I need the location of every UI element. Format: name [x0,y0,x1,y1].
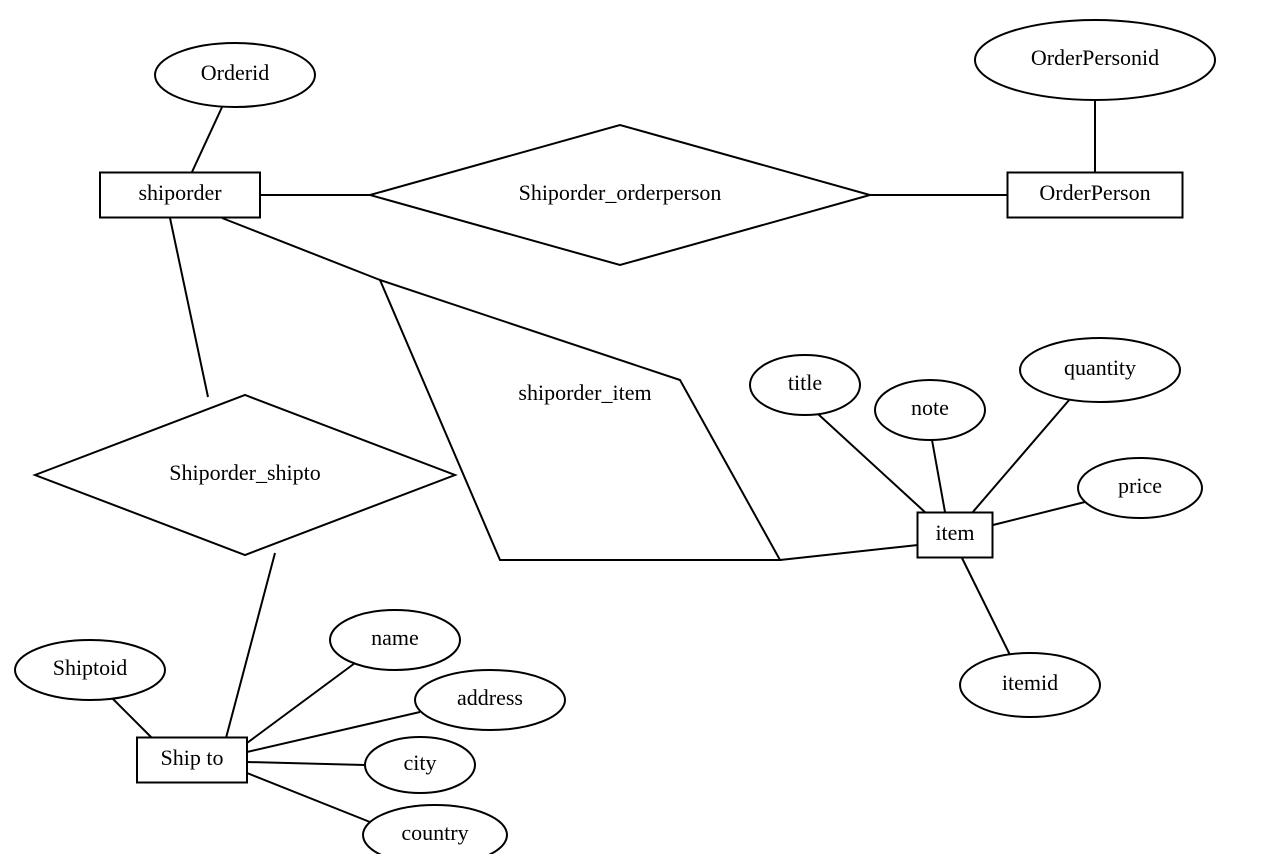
attribute-itemid: itemid [960,653,1100,717]
edge-note-item [932,440,945,512]
attribute-label-orderpersonid: OrderPersonid [1031,45,1159,70]
attribute-orderid: Orderid [155,43,315,107]
entity-label-shiporder: shiporder [138,180,222,205]
attribute-label-quantity: quantity [1064,355,1136,380]
edge-itemid-item [962,558,1010,655]
edge-shiptoid-shipto [112,698,152,738]
entity-label-item: item [935,520,974,545]
attribute-label-note: note [911,395,949,420]
attribute-label-price: price [1118,473,1162,498]
entity-item: item [918,513,993,558]
diamond-shiporder_item [380,280,780,560]
edge-quantity-item [972,399,1070,513]
attribute-label-itemid: itemid [1002,670,1058,695]
relationship-shiporder_item: shiporder_item [380,280,780,560]
edge-price-item [993,502,1085,525]
attribute-label-name: name [371,625,419,650]
attribute-country: country [363,805,507,854]
relationship-shiporder_orderperson: Shiporder_orderperson [370,125,870,265]
attribute-name: name [330,610,460,670]
attribute-label-title: title [788,370,822,395]
attribute-price: price [1078,458,1202,518]
attribute-title: title [750,355,860,415]
edge-orderid-shiporder [192,105,223,172]
attribute-label-orderid: Orderid [201,60,269,85]
relationship-label-shiporder_item: shiporder_item [518,380,651,405]
attribute-label-country: country [401,820,468,845]
entity-label-orderperson: OrderPerson [1039,180,1150,205]
edge-shiporder-shiporder_item [222,218,380,280]
attribute-shiptoid: Shiptoid [15,640,165,700]
attribute-address: address [415,670,565,730]
edge-shiporder_shipto-shipto [226,553,275,738]
edge-city-shipto [247,762,365,765]
entity-label-shipto: Ship to [161,745,224,770]
entity-shiporder: shiporder [100,173,260,218]
edge-country-shipto [247,773,370,822]
attribute-label-city: city [404,750,437,775]
relationship-label-shiporder_orderperson: Shiporder_orderperson [519,180,722,205]
edge-shiporder-shiporder_shipto [170,218,208,397]
entity-shipto: Ship to [137,738,247,783]
attribute-label-shiptoid: Shiptoid [53,655,128,680]
relationship-label-shiporder_shipto: Shiporder_shipto [169,460,321,485]
attribute-note: note [875,380,985,440]
attribute-orderpersonid: OrderPersonid [975,20,1215,100]
attribute-quantity: quantity [1020,338,1180,402]
edge-shiporder_item-item [780,545,918,560]
entity-orderperson: OrderPerson [1008,173,1183,218]
attribute-label-address: address [457,685,523,710]
er-diagram: Shiporder_orderperson shiporder_item Shipo… [0,0,1270,854]
attribute-city: city [365,737,475,793]
relationship-shiporder_shipto: Shiporder_shipto [35,395,455,555]
